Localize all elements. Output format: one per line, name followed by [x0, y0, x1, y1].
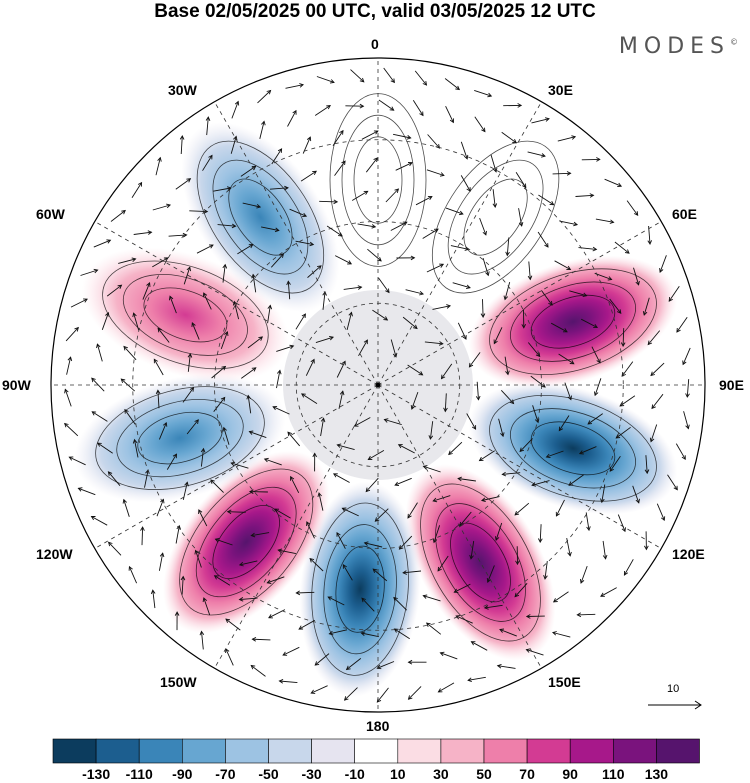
lon-label-120w: 120W	[36, 546, 73, 562]
colorbar-tick: -10	[344, 766, 365, 782]
colorbar-tick: -130	[82, 766, 111, 782]
anomaly-lobe	[405, 464, 556, 661]
colorbar-tick: 30	[433, 766, 449, 782]
modes-logo: MODES©	[618, 34, 738, 59]
lon-label-150w: 150W	[160, 674, 197, 690]
colorbar-swatch	[182, 738, 226, 764]
colorbar-swatch	[526, 738, 571, 764]
anomaly-lobe	[162, 450, 330, 634]
anomaly-lobe	[416, 122, 575, 313]
lon-label-90e: 90E	[719, 377, 744, 393]
map-border	[50, 57, 706, 713]
colorbar-swatch	[440, 738, 485, 764]
colorbar-tick: 70	[519, 766, 535, 782]
graticule	[51, 58, 705, 712]
lon-label-30e: 30E	[548, 82, 573, 98]
colorbar-tick: 130	[644, 766, 669, 782]
colorbar-swatch	[138, 738, 183, 764]
lon-label-0: 0	[371, 36, 379, 52]
colorbar-swatch	[268, 738, 312, 764]
colorbar-tick: -50	[258, 766, 279, 782]
map-title: Base 02/05/2025 00 UTC, valid 03/05/2025…	[154, 1, 596, 22]
colorbar-tick: 90	[562, 766, 578, 782]
colorbar-swatch	[612, 738, 657, 764]
colorbar-tick: 110	[602, 766, 625, 782]
colorbar-tick: -30	[301, 766, 322, 782]
lon-label-30w: 30W	[168, 82, 197, 98]
wind-arrows	[64, 67, 691, 703]
colorbar-tick: -70	[215, 766, 236, 782]
colorbar-swatch	[95, 738, 140, 764]
colorbar-tick: 50	[476, 766, 492, 782]
anomaly-lobe	[181, 122, 340, 313]
lon-label-60w: 60W	[36, 206, 65, 222]
colorbar-swatch	[311, 738, 356, 764]
reference-vector-label: 10	[667, 683, 680, 695]
colorbar-swatch	[225, 738, 269, 764]
anomaly-lobe	[468, 255, 678, 388]
reference-vector-arrow	[648, 700, 702, 710]
lon-label-180: 180	[366, 718, 390, 734]
colorbar	[52, 738, 700, 764]
colorbar-tick: -110	[125, 766, 153, 782]
lon-label-60e: 60E	[672, 206, 697, 222]
anomaly-lobe	[318, 72, 438, 288]
anomaly-lobe	[74, 373, 286, 503]
lon-label-150e: 150E	[548, 674, 581, 690]
colorbar-swatch	[569, 738, 614, 764]
colorbar-swatch	[52, 738, 97, 764]
colorbar-swatch	[397, 738, 442, 764]
colorbar-swatch	[354, 738, 399, 764]
lon-label-120e: 120E	[672, 546, 705, 562]
colorbar-swatch	[656, 738, 700, 764]
colorbar-tick: -90	[172, 766, 193, 782]
anomaly-lobe	[299, 481, 421, 697]
colorbar-tick: 10	[390, 766, 406, 782]
lon-label-90w: 90W	[2, 377, 31, 393]
colorbar-swatch	[483, 738, 528, 764]
anomaly-lobe	[468, 382, 678, 515]
